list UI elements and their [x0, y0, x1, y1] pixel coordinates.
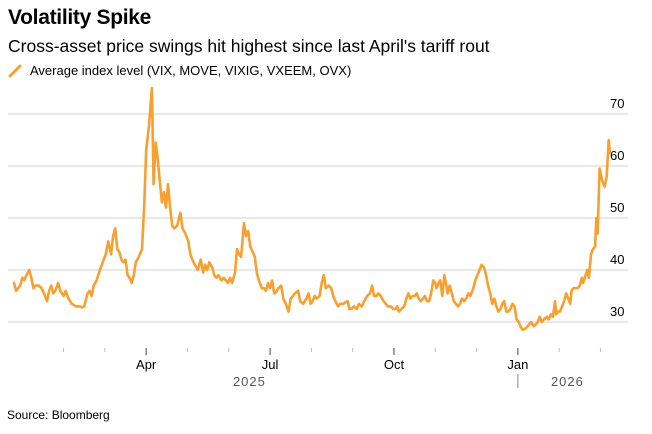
y-tick-label: 60 [610, 148, 624, 163]
y-tick-label: 30 [610, 304, 624, 319]
y-tick-label: 70 [610, 96, 624, 111]
y-axis: 30 40 50 60 70 [610, 96, 624, 319]
year-label: 2026 [551, 374, 584, 389]
legend-line-icon [8, 64, 22, 77]
x-tick-label: Jan [507, 357, 528, 372]
gridlines [8, 113, 628, 323]
series-group [12, 86, 612, 332]
x-tick-label: Oct [384, 357, 405, 372]
y-tick-label: 40 [610, 252, 624, 267]
chart-title: Volatility Spike [8, 6, 152, 29]
series-line [12, 86, 612, 332]
x-axis: Apr Jul Oct Jan 2025 2026 [63, 348, 601, 389]
year-label: 2025 [233, 374, 266, 389]
legend-entry: Average index level (VIX, MOVE, VIXIG, V… [30, 63, 352, 78]
x-tick-label: Jul [262, 357, 279, 372]
y-tick-label: 50 [610, 200, 624, 215]
x-tick-label: Apr [136, 357, 157, 372]
chart-subtitle: Cross-asset price swings hit highest sin… [8, 36, 490, 56]
source-note: Source: Bloomberg [7, 408, 110, 422]
legend: Average index level (VIX, MOVE, VIXIG, V… [8, 63, 351, 78]
